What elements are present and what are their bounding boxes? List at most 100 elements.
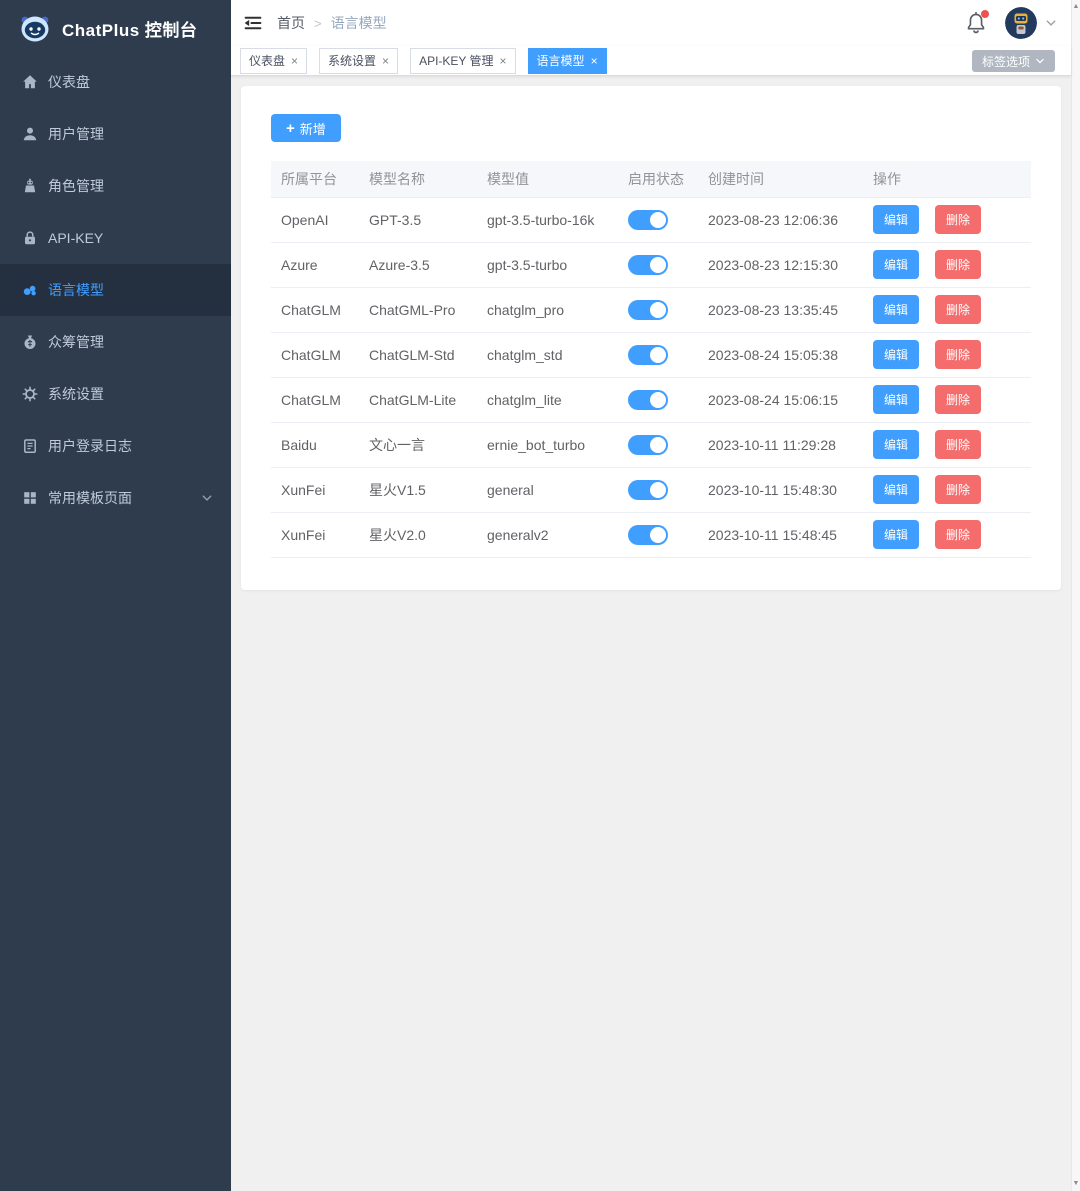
enable-toggle[interactable] <box>628 389 668 410</box>
enable-toggle[interactable] <box>628 254 668 275</box>
add-button[interactable]: + 新增 <box>271 114 341 142</box>
cell-enabled <box>618 287 698 333</box>
edit-button[interactable]: 编辑 <box>873 295 920 324</box>
content-area: + 新增 所属平台 模型名称 模型值 启用状态 创建时间 操作 OpenAI GPT-3.5… <box>231 76 1071 1191</box>
sidebar-item-login-logs[interactable]: 用户登录日志 <box>0 420 231 472</box>
delete-button[interactable]: 删除 <box>935 520 982 549</box>
tab-close-icon[interactable]: × <box>291 53 299 68</box>
cell-model-name: 星火V2.0 <box>359 512 477 558</box>
sidebar-item-user-management[interactable]: 用户管理 <box>0 108 231 160</box>
sidebar-item-role-management[interactable]: 角色管理 <box>0 160 231 212</box>
scroll-up-arrow-icon[interactable]: ▲ <box>1072 3 1080 10</box>
sidebar-item-label: 系统设置 <box>48 386 104 402</box>
model-icon <box>22 282 38 298</box>
edit-button[interactable]: 编辑 <box>873 520 920 549</box>
cell-model-value: chatglm_pro <box>477 287 618 333</box>
delete-button[interactable]: 删除 <box>935 205 982 234</box>
cell-model-value: gpt-3.5-turbo <box>477 242 618 288</box>
log-icon <box>22 438 38 454</box>
delete-button[interactable]: 删除 <box>935 385 982 414</box>
sidebar-item-api-key[interactable]: API-KEY <box>0 212 231 264</box>
app-logo[interactable]: ChatPlus 控制台 <box>0 0 231 56</box>
enable-toggle[interactable] <box>628 344 668 365</box>
tag-options-button[interactable]: 标签选项 <box>971 50 1055 72</box>
tab-API-KEY 管理[interactable]: API-KEY 管理 × <box>410 47 516 74</box>
enable-toggle[interactable] <box>628 479 668 500</box>
sidebar-item-label: 语言模型 <box>48 282 104 298</box>
cell-model-value: ernie_bot_turbo <box>477 422 618 468</box>
tab-label: 系统设置 <box>328 54 377 68</box>
hamburger-icon[interactable] <box>243 13 263 33</box>
cell-model-name: ChatGLM-Lite <box>359 377 477 423</box>
tab-close-icon[interactable]: × <box>499 53 507 68</box>
notification-bell-icon[interactable] <box>965 10 989 35</box>
edit-button[interactable]: 编辑 <box>873 205 920 234</box>
table-header-row: 所属平台 模型名称 模型值 启用状态 创建时间 操作 <box>271 161 1031 198</box>
tabs-list: 仪表盘 × 系统设置 × API-KEY 管理 × 语言模型 × <box>240 47 619 74</box>
table-row: ChatGLM ChatGML-Pro chatglm_pro 2023-08-23 … <box>271 287 1031 333</box>
scroll-down-arrow-icon[interactable]: ▼ <box>1072 1180 1080 1187</box>
cell-platform: ChatGLM <box>271 287 359 333</box>
sidebar-item-template-pages[interactable]: 常用模板页面 <box>0 472 231 524</box>
edit-button[interactable]: 编辑 <box>873 250 920 279</box>
breadcrumb-home[interactable]: 首页 <box>277 15 305 31</box>
column-header: 操作 <box>863 161 1031 198</box>
lock-icon <box>22 230 38 246</box>
models-table: 所属平台 模型名称 模型值 启用状态 创建时间 操作 OpenAI GPT-3.5 gpt-3… <box>271 161 1031 558</box>
toggle-knob <box>650 211 666 228</box>
app-title: ChatPlus 控制台 <box>62 20 198 40</box>
cell-enabled <box>618 467 698 513</box>
edit-button[interactable]: 编辑 <box>873 340 920 369</box>
tab-label: API-KEY 管理 <box>419 54 494 68</box>
cell-model-name: Azure-3.5 <box>359 242 477 288</box>
table-row: ChatGLM ChatGLM-Lite chatglm_lite 2023-08-2… <box>271 377 1031 423</box>
sidebar-item-crowdfunding[interactable]: 众筹管理 <box>0 316 231 368</box>
cell-platform: OpenAI <box>271 197 359 243</box>
avatar-dropdown-caret-icon[interactable] <box>1045 17 1057 29</box>
sidebar-item-dashboard[interactable]: 仪表盘 <box>0 56 231 108</box>
delete-button[interactable]: 删除 <box>935 340 982 369</box>
sidebar-item-label: 角色管理 <box>48 178 104 194</box>
table-row: Baidu 文心一言 ernie_bot_turbo 2023-10-11 11:29… <box>271 422 1031 468</box>
page-scrollbar[interactable]: ▲ ▼ <box>1071 0 1080 1191</box>
toggle-knob <box>650 346 666 363</box>
cell-model-name: 星火V1.5 <box>359 467 477 513</box>
sidebar-item-label: 用户登录日志 <box>48 438 132 454</box>
sidebar-item-label: 常用模板页面 <box>48 490 132 506</box>
delete-button[interactable]: 删除 <box>935 250 982 279</box>
enable-toggle[interactable] <box>628 209 668 230</box>
sidebar-item-system-settings[interactable]: 系统设置 <box>0 368 231 420</box>
tab-close-icon[interactable]: × <box>590 53 598 68</box>
tab-close-icon[interactable]: × <box>382 53 390 68</box>
table-row: XunFei 星火V1.5 general 2023-10-11 15:48:30 编辑… <box>271 467 1031 513</box>
delete-button[interactable]: 删除 <box>935 475 982 504</box>
tab-系统设置[interactable]: 系统设置 × <box>319 47 399 74</box>
table-row: OpenAI GPT-3.5 gpt-3.5-turbo-16k 2023-08-23… <box>271 197 1031 243</box>
gear-icon <box>22 386 38 402</box>
cell-actions: 编辑 删除 <box>863 332 1031 378</box>
tab-仪表盘[interactable]: 仪表盘 × <box>240 47 308 74</box>
cell-model-value: general <box>477 467 618 513</box>
enable-toggle[interactable] <box>628 524 668 545</box>
delete-button[interactable]: 删除 <box>935 295 982 324</box>
table-body: OpenAI GPT-3.5 gpt-3.5-turbo-16k 2023-08-23… <box>271 197 1031 558</box>
toggle-knob <box>650 256 666 273</box>
cell-enabled <box>618 332 698 378</box>
enable-toggle[interactable] <box>628 434 668 455</box>
edit-button[interactable]: 编辑 <box>873 385 920 414</box>
chevron-down-icon <box>201 492 213 504</box>
edit-button[interactable]: 编辑 <box>873 475 920 504</box>
tab-语言模型[interactable]: 语言模型 × <box>527 47 607 74</box>
edit-button[interactable]: 编辑 <box>873 430 920 459</box>
delete-button[interactable]: 删除 <box>935 430 982 459</box>
user-avatar[interactable] <box>1005 7 1037 39</box>
cell-created-at: 2023-08-23 12:15:30 <box>698 242 863 288</box>
cell-model-value: gpt-3.5-turbo-16k <box>477 197 618 243</box>
toggle-knob <box>650 391 666 408</box>
enable-toggle[interactable] <box>628 299 668 320</box>
cell-model-name: 文心一言 <box>359 422 477 468</box>
breadcrumb: 首页 > 语言模型 <box>277 13 387 33</box>
table-row: ChatGLM ChatGLM-Std chatglm_std 2023-08-24 … <box>271 332 1031 378</box>
sidebar-item-language-models[interactable]: 语言模型 <box>0 264 231 316</box>
user-icon <box>22 126 38 142</box>
